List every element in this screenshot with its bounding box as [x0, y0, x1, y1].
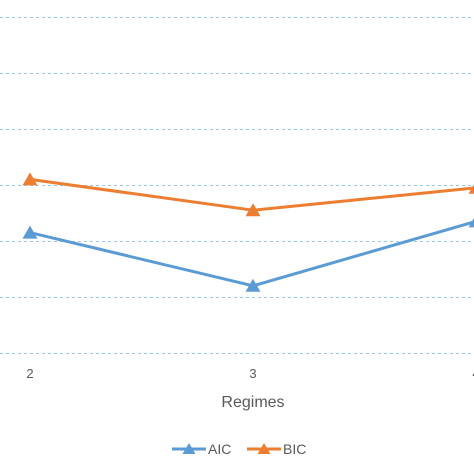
legend: AIC BIC — [172, 441, 306, 457]
series-markers — [22, 172, 474, 292]
legend-swatch-marker — [257, 443, 271, 454]
legend-label: AIC — [208, 441, 231, 457]
legend-item-bic: BIC — [247, 441, 306, 457]
data-point-aic-3 — [245, 278, 261, 292]
legend-item-aic: AIC — [172, 441, 231, 457]
x-tick-label: 2 — [26, 366, 33, 381]
data-point-bic-4 — [468, 184, 474, 194]
data-point-bic-3 — [245, 203, 261, 217]
data-point-bic-2 — [22, 172, 38, 186]
x-axis-title: Regimes — [221, 394, 284, 411]
legend-swatch-marker — [182, 443, 196, 454]
x-tick-label: 3 — [249, 366, 256, 381]
data-point-aic-2 — [22, 225, 38, 239]
x-tick-labels: 2 3 4 — [26, 366, 474, 381]
legend-label: BIC — [283, 441, 306, 457]
x-tick-label: 4 — [472, 366, 474, 381]
data-point-aic-4 — [468, 217, 474, 228]
